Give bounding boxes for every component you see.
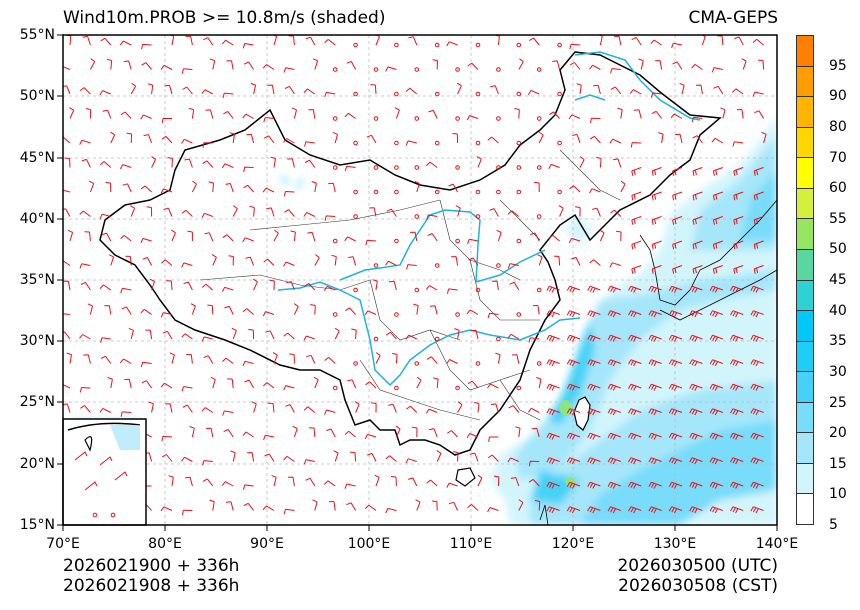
lon-label: 100°E: [347, 536, 391, 552]
lat-lon-grid: [63, 35, 777, 525]
provincial-borders: [199, 149, 621, 421]
colorbar-label: 25: [829, 394, 847, 411]
colorbar: [796, 35, 814, 525]
colorbar-label: 90: [829, 88, 847, 105]
taiwan-outline: [573, 396, 591, 431]
colorbar-label: 60: [829, 180, 847, 197]
colorbar-label: 35: [829, 333, 847, 350]
hainan-outline: [455, 467, 476, 487]
colorbar-label: 45: [829, 272, 847, 288]
lat-label: 25°N: [19, 394, 55, 410]
init-utc: 2026021900 + 336h: [63, 556, 240, 576]
lon-label: 80°E: [148, 536, 182, 552]
lat-label: 15°N: [19, 517, 55, 533]
colorbar-band: [797, 463, 813, 495]
colorbar-label: 80: [829, 118, 847, 135]
colorbar-label: 55: [829, 210, 847, 227]
lat-label: 35°N: [19, 272, 55, 288]
rivers: [277, 51, 701, 387]
lon-label: 130°E: [653, 536, 697, 552]
south-china-sea-inset: [62, 418, 147, 526]
valid-time-block: 2026030500 (UTC) 2026030508 (CST): [617, 556, 778, 596]
lon-label: 70°E: [46, 536, 80, 552]
colorbar-label: 5: [829, 517, 838, 533]
colorbar-band: [797, 36, 813, 67]
colorbar-band: [797, 372, 813, 403]
colorbar-band: [797, 280, 813, 312]
init-cst: 2026021908 + 336h: [63, 576, 240, 596]
chart-title: Wind10m.PROB >= 10.8m/s (shaded): [63, 8, 386, 28]
wind-barbs: [63, 35, 767, 516]
model-name: CMA-GEPS: [688, 8, 778, 28]
national-border: [99, 51, 722, 456]
colorbar-band: [797, 311, 813, 342]
colorbar-band: [797, 402, 813, 434]
valid-cst: 2026030508 (CST): [618, 576, 778, 596]
lat-label: 45°N: [19, 150, 55, 166]
colorbar-band: [797, 494, 813, 524]
colorbar-band: [797, 66, 813, 98]
colorbar-label: 20: [829, 425, 847, 442]
colorbar-label: 30: [829, 363, 847, 380]
colorbar-band: [797, 219, 813, 250]
colorbar-label: 10: [829, 486, 847, 503]
colorbar-label: 50: [829, 241, 847, 258]
colorbar-band: [797, 249, 813, 281]
colorbar-label: 40: [829, 302, 847, 319]
lon-label: 140°E: [755, 536, 799, 552]
lon-label: 120°E: [551, 536, 595, 552]
colorbar-band: [797, 97, 813, 128]
colorbar-band: [797, 341, 813, 373]
colorbar-band: [797, 158, 813, 189]
lon-label: 90°E: [250, 536, 284, 552]
colorbar-label: 70: [829, 149, 847, 166]
colorbar-label: 15: [829, 455, 847, 472]
colorbar-label: 95: [829, 57, 847, 74]
colorbar-band: [797, 433, 813, 464]
lat-label: 55°N: [19, 27, 55, 43]
valid-utc: 2026030500 (UTC): [617, 556, 778, 576]
init-time-block: 2026021900 + 336h 2026021908 + 336h: [63, 556, 239, 596]
lat-label: 20°N: [19, 456, 55, 472]
lat-label: 40°N: [19, 211, 55, 227]
colorbar-band: [797, 127, 813, 159]
lon-label: 110°E: [449, 536, 493, 552]
lat-label: 50°N: [19, 88, 55, 104]
lat-label: 30°N: [19, 333, 55, 349]
colorbar-band: [797, 188, 813, 220]
